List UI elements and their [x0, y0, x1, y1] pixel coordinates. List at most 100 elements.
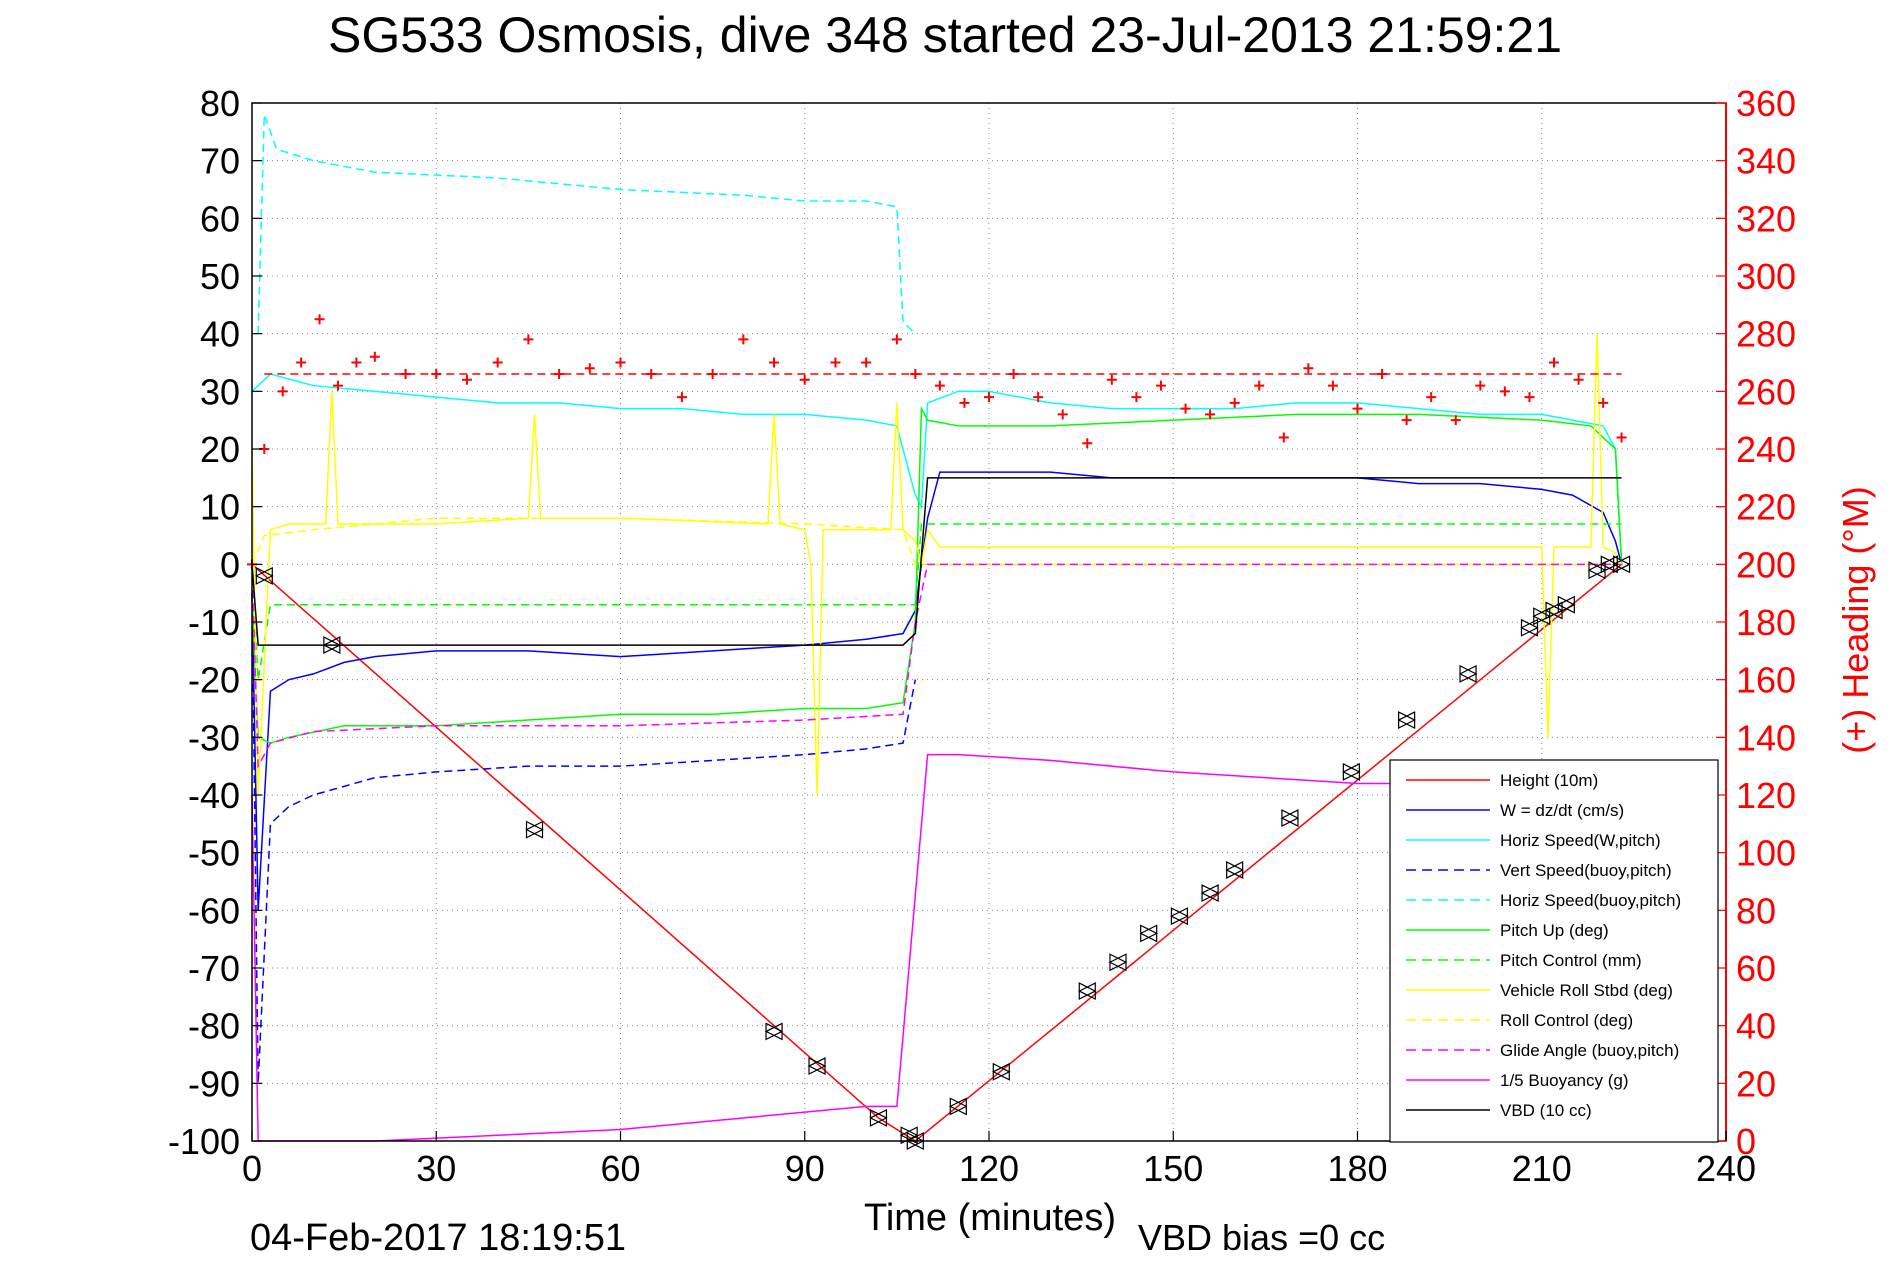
heading-point: [523, 334, 534, 345]
heading-point: [277, 386, 288, 397]
depth-marker: [899, 1126, 919, 1145]
plot-area: [247, 114, 1631, 1150]
heading-point: [891, 334, 902, 345]
y-tick-label: 20: [200, 429, 240, 470]
depth-marker: [1108, 953, 1128, 972]
heading-point: [296, 357, 307, 368]
heading-point: [584, 363, 595, 374]
depth-marker: [254, 566, 274, 585]
legend-label: Vehicle Roll Stbd (deg): [1500, 981, 1673, 1000]
x-tick-label: 0: [242, 1148, 262, 1189]
depth-marker: [807, 1057, 827, 1076]
y-tick-label: -40: [188, 775, 240, 816]
y-tick-label: 40: [200, 314, 240, 355]
series-line: [251, 563, 1623, 1142]
legend-label: Pitch Control (mm): [1500, 951, 1642, 970]
heading-point: [934, 380, 945, 391]
heading-point: [1573, 374, 1584, 385]
heading-point: [1180, 403, 1191, 414]
heading-markers: [247, 314, 1627, 570]
y-tick-label: -90: [188, 1063, 240, 1104]
depth-marker: [1458, 664, 1478, 683]
depth-marker: [1397, 711, 1416, 730]
legend-label: W = dz/dt (cm/s): [1500, 801, 1624, 820]
series-line: [251, 373, 1623, 565]
series-line: [251, 405, 1623, 744]
depth-marker: [525, 820, 544, 839]
depth-marker: [1520, 618, 1539, 637]
y-axis-right: 3603403203002802602402202001801601401201…: [1716, 83, 1796, 1162]
legend-label: Vert Speed(buoy,pitch): [1500, 861, 1672, 880]
y-tick-label: 70: [200, 141, 240, 182]
heading-point: [1352, 403, 1363, 414]
depth-marker: [764, 1022, 784, 1041]
x-tick-label: 240: [1696, 1148, 1756, 1189]
y-tick-label: -20: [188, 660, 240, 701]
heading-point: [769, 357, 780, 368]
depth-marker: [1280, 809, 1300, 828]
heading-point: [799, 374, 810, 385]
legend-label: Glide Angle (buoy,pitch): [1500, 1041, 1679, 1060]
x-tick-label: 60: [600, 1148, 640, 1189]
depth-marker: [1612, 555, 1631, 574]
heading-point: [676, 392, 687, 403]
heading-point: [1327, 380, 1338, 391]
heading-point: [461, 374, 472, 385]
x-tick-label: 210: [1512, 1148, 1572, 1189]
heading-point: [1155, 380, 1166, 391]
heading-point: [861, 357, 872, 368]
depth-marker: [1170, 907, 1189, 926]
heading-point: [351, 357, 362, 368]
y2-tick-label: 200: [1736, 544, 1796, 585]
depth-marker: [1139, 924, 1159, 943]
y2-tick-label: 300: [1736, 256, 1796, 297]
heading-point: [615, 357, 626, 368]
heading-point: [1549, 357, 1560, 368]
heading-point: [314, 314, 325, 325]
heading-point: [1254, 380, 1265, 391]
depth-marker: [1225, 860, 1245, 879]
grid: [252, 103, 1726, 1141]
y-tick-label: -50: [188, 833, 240, 874]
y-tick-label: -70: [188, 948, 240, 989]
series-line: [257, 114, 916, 335]
y2-tick-label: 20: [1736, 1063, 1776, 1104]
y2-tick-label: 180: [1736, 602, 1796, 643]
x-axis: 0 30 60 90 120 150 180 210 240: [242, 1131, 1756, 1189]
legend-label: Roll Control (deg): [1500, 1011, 1633, 1030]
depth-marker: [869, 1108, 888, 1127]
legend-box: [1389, 759, 1719, 1143]
depth-marker: [1599, 555, 1619, 574]
legend-label: Height (10m): [1500, 771, 1598, 790]
legend-label: Pitch Up (deg): [1500, 921, 1609, 940]
heading-point: [1278, 432, 1289, 443]
depth-marker: [1200, 884, 1220, 903]
y-axis-left: 80 70 60 50 40 30 20 10 0 -10 -20 -30 -40 -50 -60 -70 -8…: [168, 83, 262, 1162]
legend-label: VBD (10 cc): [1500, 1101, 1592, 1120]
y-tick-label: -60: [188, 890, 240, 931]
y2-tick-label: 220: [1736, 487, 1796, 528]
legend-label: 1/5 Buoyancy (g): [1500, 1071, 1629, 1090]
chart-title: SG533 Osmosis, dive 348 started 23-Jul-2…: [328, 7, 1562, 63]
depth-marker: [1342, 762, 1361, 781]
heading-point: [830, 357, 841, 368]
heading-point: [369, 351, 380, 362]
y2-tick-label: 40: [1736, 1006, 1776, 1047]
y2-tick-label: 140: [1736, 717, 1796, 758]
x-tick-label: 30: [416, 1148, 456, 1189]
series-line: [251, 593, 917, 1084]
x-tick-label: 90: [785, 1148, 825, 1189]
series-line: [251, 517, 1622, 566]
legend: Height (10m) W = dz/dt (cm/s) Horiz Speed(…: [1389, 759, 1719, 1143]
y2-tick-label: 320: [1736, 198, 1796, 239]
heading-point: [1426, 392, 1437, 403]
y-tick-label: 0: [220, 544, 240, 585]
y-tick-label: 50: [200, 256, 240, 297]
x-tick-label: 150: [1143, 1148, 1203, 1189]
heading-point: [1303, 363, 1314, 374]
y2-tick-label: 0: [1736, 1121, 1756, 1162]
y-tick-label: -80: [188, 1006, 240, 1047]
heading-point: [1598, 397, 1609, 408]
x-tick-label: 180: [1327, 1148, 1387, 1189]
